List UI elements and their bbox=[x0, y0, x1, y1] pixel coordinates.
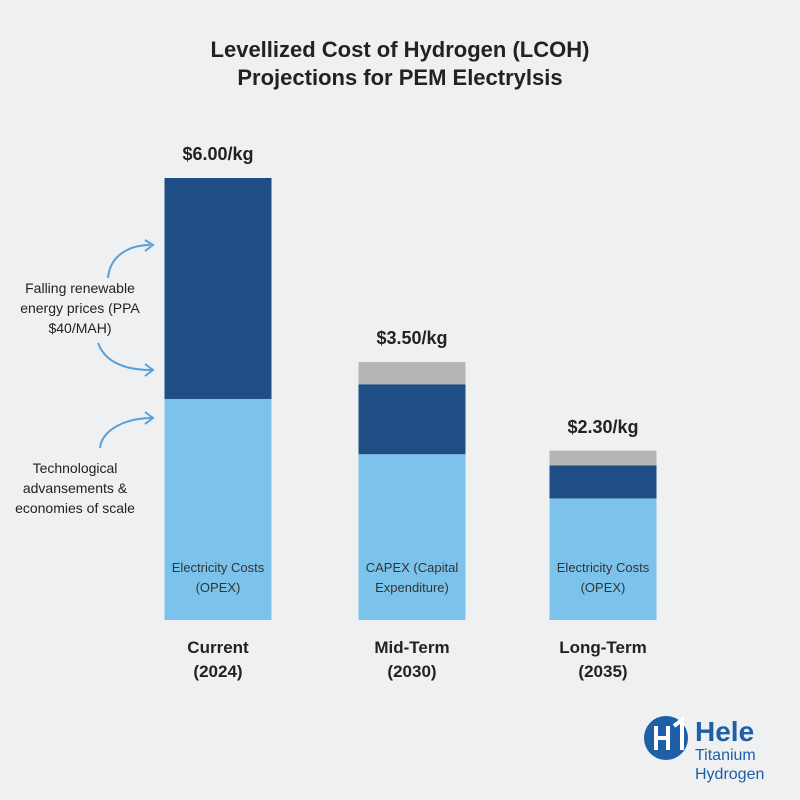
x-tick-label: Mid-Term (2030) bbox=[374, 638, 450, 681]
side-note: Falling renewable energy prices (PPA $40… bbox=[20, 280, 140, 336]
bar-segment bbox=[358, 362, 466, 385]
bar-segment bbox=[164, 178, 272, 399]
arrow bbox=[99, 417, 153, 449]
logo-icon bbox=[644, 716, 688, 760]
arrow-head bbox=[144, 239, 155, 252]
arrow-head bbox=[144, 363, 155, 377]
arrow-head bbox=[144, 411, 155, 425]
total-label: $6.00/kg bbox=[182, 144, 254, 164]
total-label: $2.30/kg bbox=[567, 416, 639, 437]
logo-line: Titanium bbox=[695, 747, 756, 764]
bar-segment bbox=[549, 465, 657, 499]
side-note: Technological advansements & economies o… bbox=[15, 460, 135, 516]
bar-label: Electricity Costs (OPEX) bbox=[171, 560, 265, 595]
bar-segment bbox=[358, 384, 466, 455]
logo-mark bbox=[654, 716, 684, 750]
total-label: $3.50/kg bbox=[376, 328, 448, 349]
chart-title: Levellized Cost of Hydrogen (LCOH) Proje… bbox=[210, 37, 590, 90]
x-tick-label: Long-Term (2035) bbox=[559, 638, 647, 681]
arrow bbox=[97, 342, 153, 371]
bar-segment bbox=[358, 454, 466, 620]
bar-segment bbox=[549, 450, 657, 466]
bar-label: Electricity Costs (OPEX) bbox=[556, 560, 650, 595]
bar-label: CAPEX (Capital Expenditure) bbox=[365, 560, 459, 595]
arrow bbox=[107, 244, 151, 279]
arrows bbox=[97, 239, 155, 449]
bar-segment bbox=[549, 498, 657, 620]
logo-line: Hydrogen bbox=[695, 766, 765, 783]
x-tick-label: Current (2024) bbox=[187, 638, 249, 681]
bar-segment bbox=[164, 399, 272, 620]
logo-name: Hele bbox=[695, 716, 755, 747]
